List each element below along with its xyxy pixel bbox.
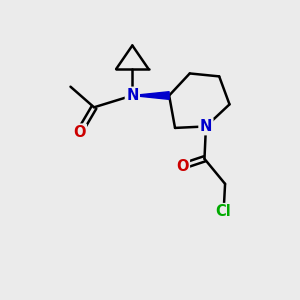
- Text: N: N: [200, 119, 212, 134]
- Text: O: O: [73, 125, 86, 140]
- Text: Cl: Cl: [216, 204, 232, 219]
- Polygon shape: [132, 92, 169, 99]
- Text: O: O: [176, 159, 189, 174]
- Text: N: N: [126, 88, 139, 103]
